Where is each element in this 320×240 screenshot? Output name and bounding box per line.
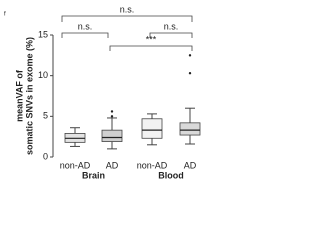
x-tick-label: non-AD <box>60 160 91 170</box>
box <box>101 129 123 142</box>
y-axis-label: meanVAF of <box>14 69 24 122</box>
significance-label: n.s. <box>78 21 93 31</box>
significance-bracket <box>149 32 193 38</box>
x-tick-label: AD <box>106 160 119 170</box>
y-tick-label: 0 <box>43 151 48 161</box>
x-tick-label: AD <box>184 160 197 170</box>
group-label: Brain <box>82 170 105 180</box>
outlier <box>110 115 114 118</box>
box <box>179 122 201 136</box>
outlier <box>188 54 192 57</box>
x-tick-label: non-AD <box>137 160 168 170</box>
significance-bracket <box>61 15 193 22</box>
panel-label: f <box>4 12 6 18</box>
significance-label: n.s. <box>164 21 179 31</box>
significance-bracket <box>61 32 109 38</box>
y-axis-label: somatic SNVs in exome (%) <box>24 37 34 155</box>
significance-label: *** <box>146 34 157 44</box>
y-tick-label: 5 <box>43 111 48 121</box>
chart: f 0 5 10 15 meanVAF of somatic SNVs in exome … <box>4 4 201 180</box>
outlier <box>188 72 192 75</box>
group-label: Blood <box>158 170 184 180</box>
box <box>141 118 163 139</box>
y-tick-label: 10 <box>38 70 48 80</box>
significance-label: n.s. <box>120 4 135 14</box>
significance-bracket <box>109 45 193 51</box>
y-tick-label: 15 <box>38 29 48 39</box>
outlier <box>110 110 114 113</box>
